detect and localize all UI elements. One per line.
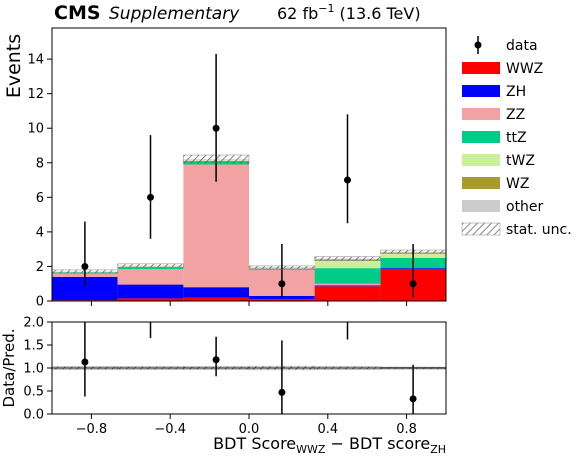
bar-ttz-bin-4 [314, 268, 381, 284]
data-point-2 [212, 124, 220, 132]
main-y-tick-label-5: 10 [27, 122, 44, 137]
legend-swatch-zh [462, 85, 500, 97]
legend-label-stat-unc-: stat. unc. [506, 222, 572, 238]
legend-label-other: other [506, 199, 544, 215]
bar-zh-bin-1 [117, 284, 184, 299]
data-point-5 [409, 280, 417, 288]
bar-zz-bin-2 [183, 164, 249, 288]
ratio-point-5 [409, 395, 417, 403]
ratio-point-0 [81, 358, 89, 366]
legend-swatch-stat-unc- [461, 222, 501, 236]
x-axis-label: BDT ScoreWWZ − BDT scoreZH [213, 434, 446, 456]
x-label-b-sub: ZH [430, 443, 446, 456]
bar-wwz-bin-3 [249, 299, 315, 301]
main-y-tick-label-3: 6 [36, 191, 44, 206]
legend-marker-data [474, 41, 482, 49]
main-y-tick-label-1: 2 [36, 260, 44, 275]
x-label-a: BDT Score [213, 434, 296, 453]
legend: data WWZ ZH ZZ ttZ tWZ WZ other stat. unc. [461, 36, 572, 238]
legend-swatch-other [462, 200, 500, 212]
ratio-y-axis: 0.0 0.5 1.0 1.5 2.0 [23, 316, 52, 423]
main-y-tick-label-7: 14 [27, 53, 44, 68]
energy-label: (13.6 TeV) [340, 4, 421, 23]
legend-swatch-zz [462, 108, 500, 120]
ratio-y-axis-label: Data/Pred. [0, 328, 18, 407]
main-data-points [81, 53, 417, 298]
bar-wwz-bin-4 [314, 286, 381, 301]
bar-wwz-bin-2 [183, 297, 249, 301]
x-label-op: − [331, 434, 344, 453]
main-y-tick-label-6: 12 [27, 87, 44, 102]
x-label-a-sub: WWZ [296, 443, 326, 456]
bar-zz-bin-1 [117, 269, 184, 285]
ratio-y-tick-label-4: 2.0 [23, 316, 44, 331]
bar-twz-bin-4 [314, 260, 381, 269]
legend-swatch-wwz [462, 62, 500, 74]
main-y-tick-label-2: 4 [36, 225, 44, 240]
bar-wwz-bin-1 [117, 298, 184, 301]
ratio-data-points [81, 322, 417, 414]
legend-label-wwz: WWZ [506, 61, 543, 77]
stat-unc-band-bin-1 [117, 263, 184, 268]
legend-label-twz: tWZ [506, 153, 535, 169]
ratio-y-tick-label-3: 1.5 [23, 339, 44, 354]
data-point-0 [81, 262, 89, 270]
bar-zz-bin-4 [314, 283, 381, 286]
legend-label-zz: ZZ [506, 107, 525, 123]
main-stack [52, 159, 446, 301]
legend-label-wz: WZ [506, 176, 529, 192]
ratio-point-2 [212, 356, 220, 364]
bar-zh-bin-2 [183, 287, 249, 298]
legend-swatch-twz [462, 154, 500, 166]
main-y-axis-label: Events [3, 34, 25, 98]
x-axis: −0.8 −0.4 0.0 0.4 0.8 [76, 301, 417, 437]
x-tick-label-2: 0.0 [239, 422, 260, 437]
data-point-1 [147, 193, 154, 201]
main-y-tick-label-4: 8 [36, 156, 44, 171]
bar-ttz-bin-1 [117, 267, 184, 270]
data-point-3 [278, 280, 286, 288]
lumi-value: 62 fb [277, 4, 318, 23]
experiment-label: CMS [54, 2, 101, 24]
stat-unc-band-bin-4 [314, 256, 381, 261]
legend-swatch-ttz [462, 131, 500, 143]
x-tick-label-1: −0.4 [154, 422, 186, 437]
lumi-exponent: −1 [318, 2, 334, 15]
ratio-y-tick-label-1: 0.5 [23, 385, 44, 400]
main-y-tick-label-0: 0 [36, 295, 44, 310]
legend-label-zh: ZH [506, 84, 526, 100]
tag-label: Supplementary [109, 4, 240, 24]
bar-zh-bin-0 [52, 276, 118, 301]
legend-swatch-wz [462, 177, 500, 189]
ratio-y-tick-label-0: 0.0 [23, 408, 44, 423]
x-tick-label-0: −0.8 [76, 422, 108, 437]
ratio-point-3 [278, 388, 286, 396]
ratio-y-tick-label-2: 1.0 [23, 362, 44, 377]
data-point-4 [344, 176, 351, 184]
bar-zh-bin-4 [314, 285, 381, 287]
legend-label-data: data [506, 38, 538, 54]
main-y-axis: 0 2 4 6 8 10 12 14 [27, 53, 52, 310]
x-tick-label-3: 0.4 [317, 422, 338, 437]
legend-label-ttz: ttZ [506, 130, 527, 146]
x-label-b: BDT score [349, 434, 430, 453]
lumi-label: 62 fb−1 (13.6 TeV) [277, 2, 421, 23]
x-tick-label-4: 0.8 [396, 422, 417, 437]
